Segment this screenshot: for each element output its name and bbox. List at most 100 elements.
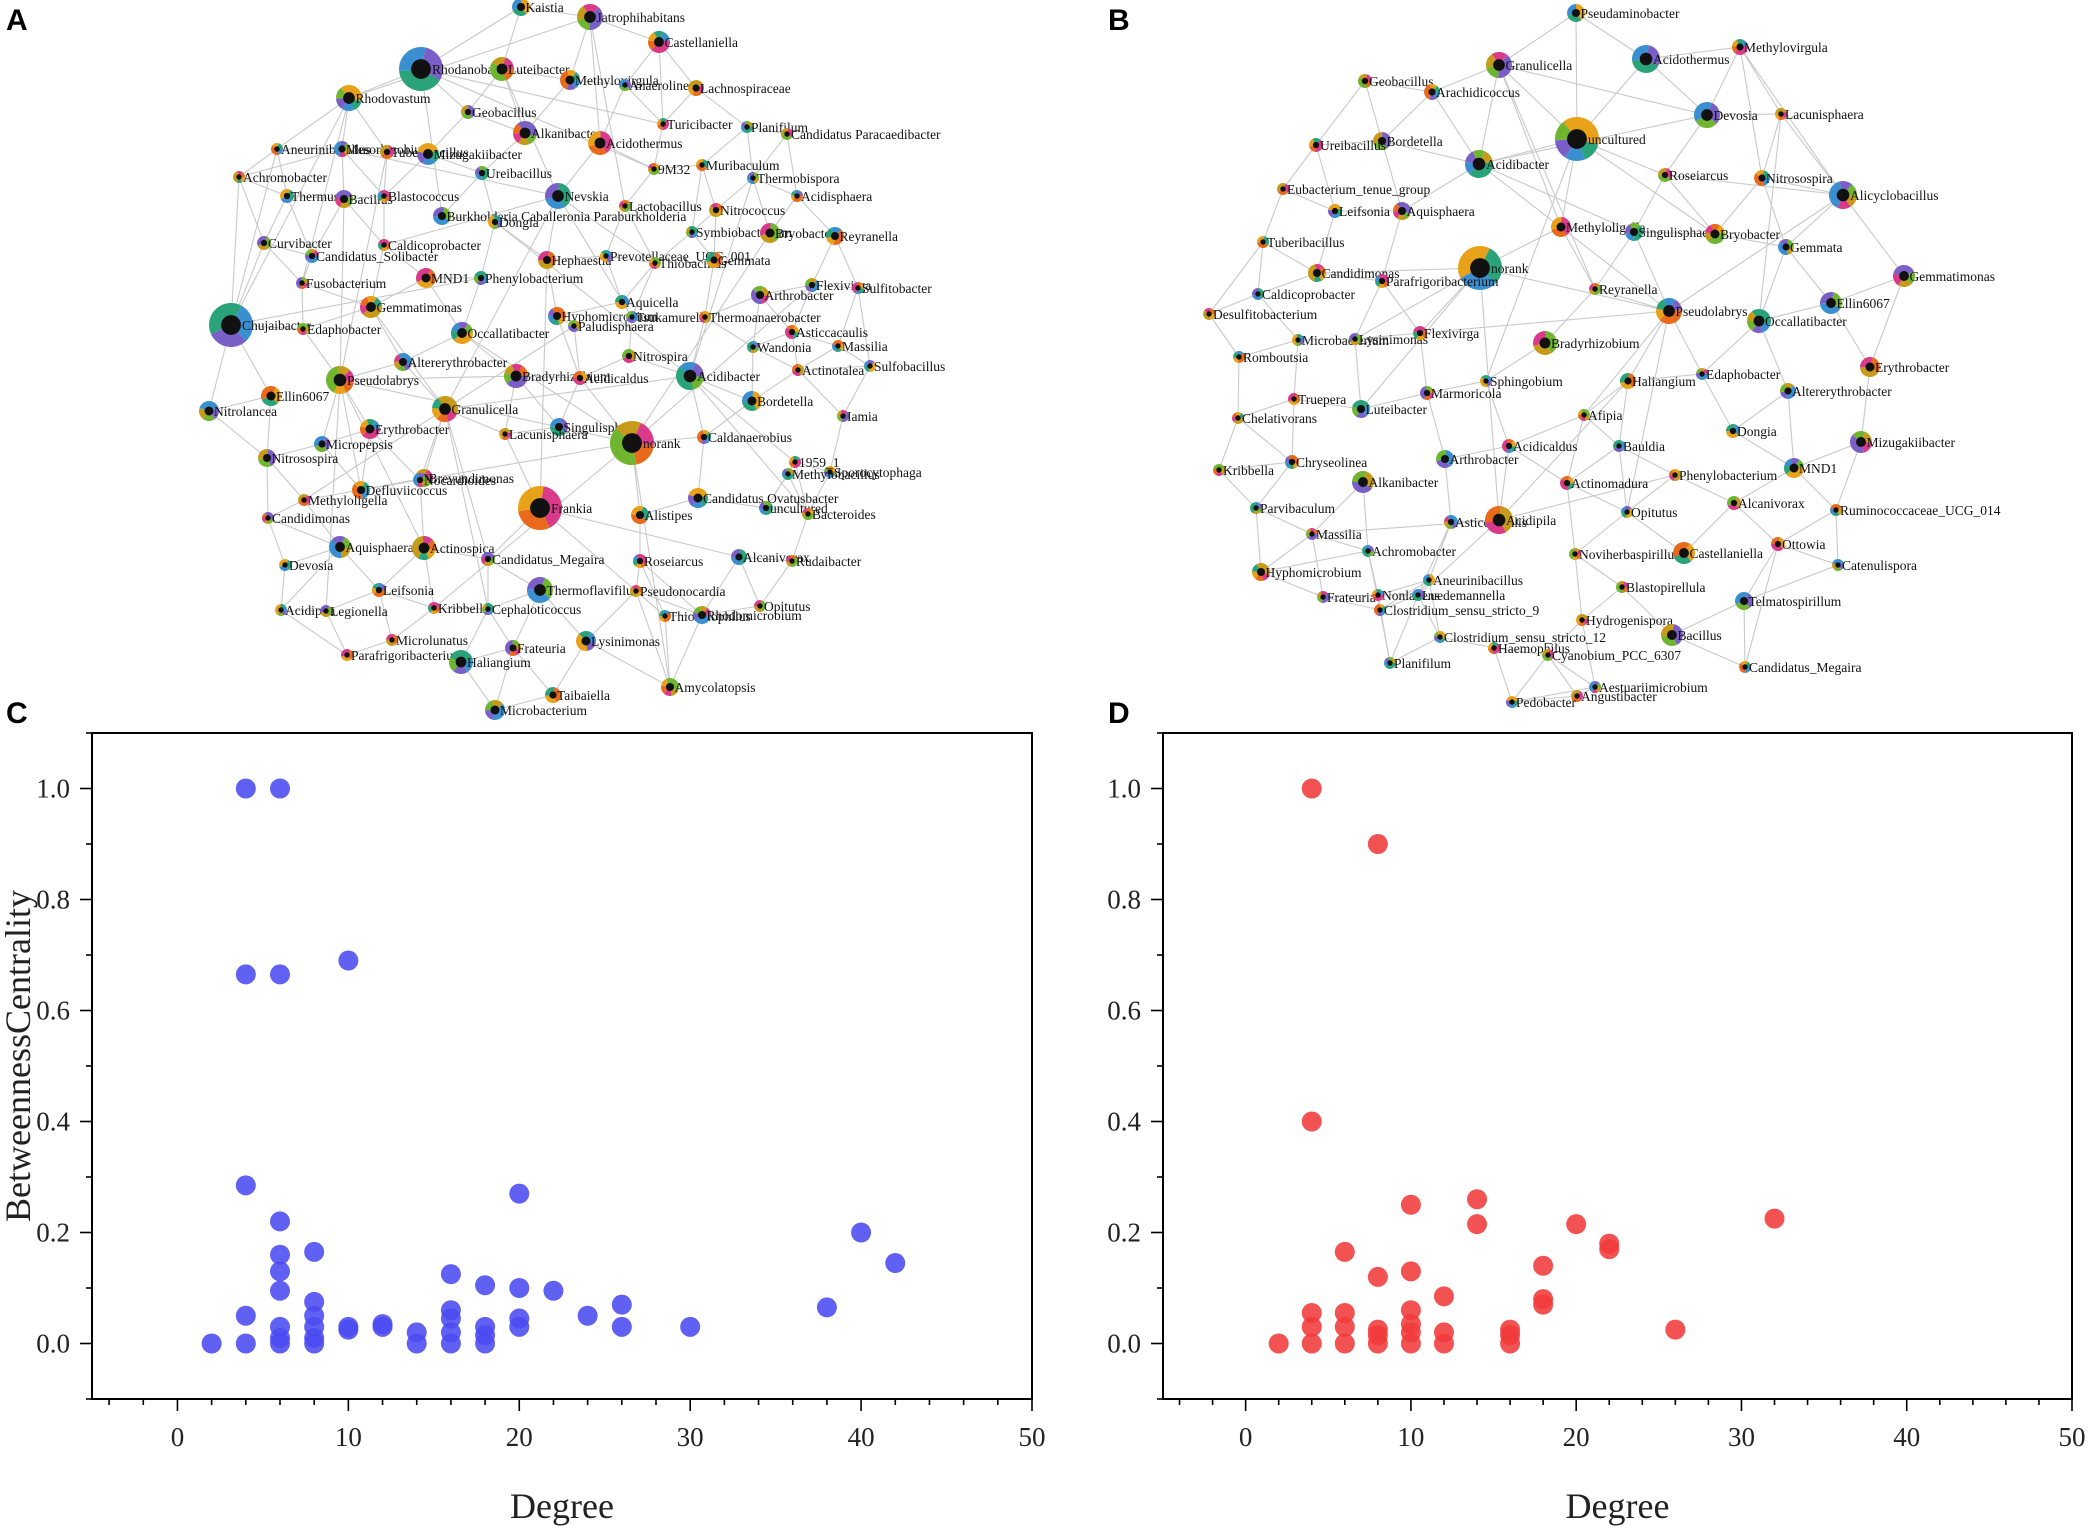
network-a-edge — [280, 609, 348, 656]
network-a-edge — [238, 176, 288, 197]
network-a-node-core — [636, 557, 644, 565]
network-a-node-micropepsis: Micropepsis — [314, 436, 393, 452]
network-a-node-core — [485, 606, 491, 612]
network-b-node-wedge — [1312, 138, 1321, 145]
network-b-edge — [1428, 521, 1452, 581]
network-a-edge — [786, 133, 798, 197]
network-a-node-wedge — [271, 387, 281, 404]
network-b-edge — [1431, 91, 1480, 165]
network-a-node-wedge — [335, 190, 353, 199]
network-a-edge — [348, 16, 591, 99]
chart-c-point — [270, 1316, 290, 1337]
network-a-node-wedge — [203, 411, 215, 422]
network-a-node-label: Bryobacter — [775, 226, 835, 241]
network-a-node-core — [502, 431, 508, 437]
network-a-node-acidicaldus: Acidicaldus — [573, 371, 648, 386]
network-a-node-core — [381, 193, 387, 199]
network-a-node-core — [283, 192, 291, 200]
network-b-node-acidothermus: Acidothermus — [1632, 45, 1730, 74]
network-a-edge — [301, 282, 372, 308]
network-b-edge — [1758, 302, 1832, 322]
network-a-node-label: Curvibacter — [268, 236, 332, 251]
network-b-node-core — [1206, 311, 1212, 317]
chart-d-point — [1367, 1266, 1388, 1287]
network-b-edge — [1498, 12, 1577, 66]
network-a-node-wedge — [287, 189, 295, 201]
network-b-node-label: Clostridium_sensu_stricto_9 — [1384, 603, 1540, 618]
chart-d-frame — [1162, 732, 2073, 1400]
network-b-node-core — [1255, 291, 1261, 297]
network-a-node-candidimonas: Candidimonas — [262, 511, 350, 526]
network-a-node-label: Pseudonocardia — [640, 584, 725, 599]
network-a-node-label: Micropepsis — [326, 437, 393, 452]
network-b-node-wedge — [1831, 292, 1842, 310]
network-b-node-label: norank — [1491, 261, 1529, 276]
network-a-node-wedge — [341, 655, 351, 661]
network-a-node-label: Alkanibacter — [531, 126, 601, 141]
network-a-node-wedge — [416, 480, 423, 487]
network-a-node-core — [552, 190, 564, 202]
network-a-node-label: Pseudolabrys — [347, 373, 419, 388]
network-b-edge — [1758, 113, 1782, 322]
network-a-node-wedge — [770, 223, 781, 242]
network-a-edge — [266, 443, 323, 459]
network-a-node-wedge — [199, 401, 219, 411]
network-a-node-thermus: Thermus — [279, 188, 339, 204]
network-b-node-castellaniella: Castellaniella — [1673, 541, 1763, 564]
network-a-node-label: Devosia — [289, 558, 333, 573]
network-a-edge — [321, 443, 362, 491]
network-b-node-wedge — [1253, 508, 1259, 514]
network-b-node-wedge — [1385, 662, 1397, 670]
network-b-node-blastopirellula: Blastopirellula — [1616, 580, 1705, 595]
network-a-node-wedge — [702, 311, 710, 317]
network-a-node-phenylobacterium: Phenylobacterium — [474, 271, 584, 286]
network-b-edge — [1627, 310, 1670, 382]
chart-c-y-tick-label: 0.4 — [36, 1107, 70, 1137]
network-b-node-wedge — [1828, 181, 1843, 209]
network-b-node-wedge — [1491, 641, 1499, 648]
network-b-node-wedge — [1328, 204, 1342, 211]
network-b-node-core — [1426, 577, 1432, 583]
network-a-node-wedge — [622, 356, 634, 363]
scatter-chart-d: 0 10 20 30 40 50 0.0 0.2 0.4 0.6 0.8 1.0 Degree — [1107, 732, 2086, 1526]
network-b-edge — [1743, 600, 1746, 668]
network-a-node-label: Burkholderia Caballeronia Paraburkholder… — [447, 209, 687, 224]
network-a-node-wedge — [840, 409, 848, 416]
network-a-edge — [689, 177, 754, 377]
network-a-node-wedge — [380, 245, 388, 252]
network-b-edge — [1498, 64, 1708, 116]
network-b-node-label: Aquisphaera — [1407, 204, 1475, 219]
network-a-node-label: Asticcacaulis — [796, 325, 868, 340]
network-a-node-wedge — [267, 449, 276, 466]
network-b-node-gemmatimonas: Gemmatimonas — [1893, 264, 1995, 287]
chart-d-point — [1500, 1319, 1521, 1340]
network-b-node-label: Ottowia — [1782, 537, 1826, 552]
network-a-node-wedge — [373, 590, 386, 597]
network-a-edge — [631, 284, 813, 444]
network-a-node-frateuria: Frateuria — [505, 640, 566, 656]
network-a-node-label: Acidothermus — [606, 136, 683, 151]
network-a-node-devosia: Devosia — [279, 558, 333, 573]
network-b-node-label: Phenylobacterium — [1679, 468, 1778, 483]
network-a-node-kaistia: Kaistia — [512, 0, 564, 16]
network-b-node-core — [1865, 362, 1875, 372]
network-a-node-wedge — [297, 323, 309, 329]
network-b-node-tuberibacillus: Tuberibacillus — [1256, 235, 1345, 250]
network-b-node-wedge — [1480, 248, 1502, 284]
network-a-node-label: Aquisphaera — [346, 540, 414, 555]
network-a-node-label: Iamia — [847, 409, 878, 424]
network-b-node-label: Chelativorans — [1242, 411, 1317, 426]
network-a-node-core — [423, 149, 433, 159]
network-a-edge — [276, 97, 350, 150]
network-b-node-wedge — [1508, 702, 1516, 708]
network-a-node-core — [343, 92, 355, 104]
chart-d-x-tick-label: 0 — [1239, 1422, 1253, 1452]
network-a-edge — [752, 346, 799, 371]
network-a-node-jatrophihabitans: Jatrophihabitans — [577, 3, 685, 30]
network-a-node-wedge — [545, 196, 566, 210]
network-a-node-core — [689, 229, 695, 235]
network-a-node-wedge — [412, 536, 424, 559]
network-b-edge — [1364, 80, 1383, 142]
chart-c-point — [475, 1316, 496, 1337]
network-a-nodes: Kaistia Jatrophihabitans Castellaniella Rho… — [199, 0, 945, 720]
